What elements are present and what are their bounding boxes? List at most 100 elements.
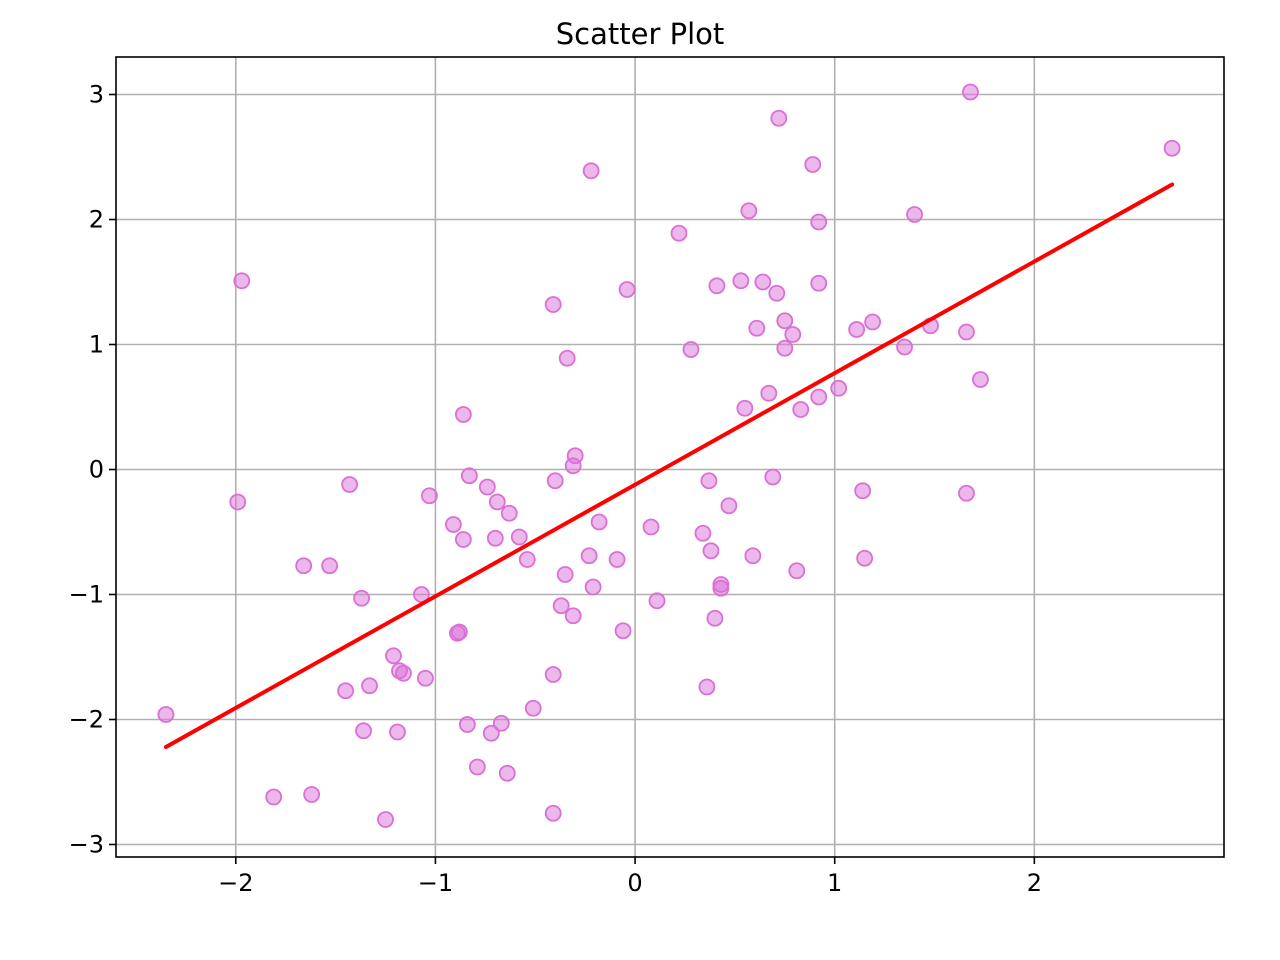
scatter-point [972,371,989,388]
scatter-point [590,513,608,531]
scatter-point [524,699,542,717]
scatter-point [896,338,913,356]
y-tick-label: 3 [89,81,104,109]
scatter-point [444,516,462,533]
scatter-point [854,482,872,500]
fit-line-layer [163,182,1175,749]
scatter-point [492,714,510,732]
scatter-point [564,607,582,625]
scatter-point [856,549,874,567]
scatter-point [764,468,782,486]
scatter-point [448,624,466,642]
y-tick-label: −1 [69,581,104,609]
axes-frame [115,56,1225,858]
scatter-point [584,578,602,596]
scatter-point [303,786,321,803]
scatter-point [454,406,472,423]
y-tick-label: 1 [89,331,104,359]
scatter-point [906,206,923,223]
scatter-point [708,277,726,295]
y-tick-label: −3 [69,831,104,859]
scatter-point [566,447,584,465]
scatter-point [720,497,738,515]
scatter-point [468,758,486,776]
scatter-point [864,313,882,331]
scatter-point [700,472,718,490]
scatter-point [544,296,562,313]
scatter-point [702,542,720,560]
scatter-point [736,399,754,417]
scatter-point [784,326,802,343]
scatter-point [694,524,712,542]
scatter-point [377,811,394,828]
grid-lines [116,57,1224,857]
scatter-point [454,531,472,548]
scatter-point [682,341,700,358]
scatter-point [321,557,339,575]
x-tick-label: −2 [218,869,253,897]
scatter-point [341,476,358,493]
y-tick-label: −2 [69,706,104,734]
scatter-point [552,597,570,615]
scatter-point [740,202,758,220]
x-axis-ticks: −2 −1 0 1 2 [218,857,1042,897]
scatter-point [556,566,574,583]
scatter-point [830,379,848,397]
chart-title: Scatter Plot [556,17,725,51]
y-tick-label: 2 [89,206,104,234]
scatter-point [962,83,979,101]
scatter-point [642,518,660,536]
scatter-point [498,764,516,782]
x-tick-label: 0 [627,869,642,897]
scatter-point [648,592,666,610]
scatter-point [754,273,772,291]
scatter-point [792,401,810,418]
scatter-point [770,109,788,127]
scatter-point [546,472,564,490]
x-tick-label: 1 [827,869,842,897]
fit-line [163,182,1175,749]
x-tick-label: −1 [418,869,453,897]
scatter-point [732,272,750,290]
scatter-point [614,622,632,640]
scatter-point [389,723,406,741]
scatter-point [385,647,402,665]
scatter-point [157,706,175,723]
scatter-point [760,384,778,402]
scatter-point [706,609,724,627]
scatter-point [229,493,247,511]
scatter-point [848,321,866,338]
scatter-point [355,722,372,740]
x-tick-label: 2 [1027,869,1042,897]
scatter-point [486,529,504,547]
scatter-point [233,272,251,290]
scatter-point [776,312,794,330]
scatter-point [776,339,794,357]
scatter-point [788,562,806,580]
y-tick-label: 0 [89,456,104,484]
scatter-point [810,388,828,406]
scatter-point [958,484,975,502]
scatter-point [748,319,766,337]
scatter-point [768,284,786,302]
scatter-point [544,666,562,683]
scatter-point [744,547,762,565]
scatter-point [582,162,600,180]
scatter-point [958,323,975,341]
scatter-point [580,547,598,565]
scatter-points [157,83,1181,828]
scatter-point [295,557,313,575]
scatter-point [810,274,828,292]
y-axis-ticks: −3 −2 −1 0 1 2 3 [69,81,116,859]
scatter-point [518,551,536,568]
scatter-point [417,669,434,687]
scatter-point [1163,139,1181,157]
scatter-point [353,589,370,607]
scatter-point [618,281,636,298]
scatter-point [558,349,576,367]
scatter-point [510,528,528,546]
scatter-point [421,487,438,505]
scatter-point [458,716,476,733]
scatter-point [265,788,283,806]
